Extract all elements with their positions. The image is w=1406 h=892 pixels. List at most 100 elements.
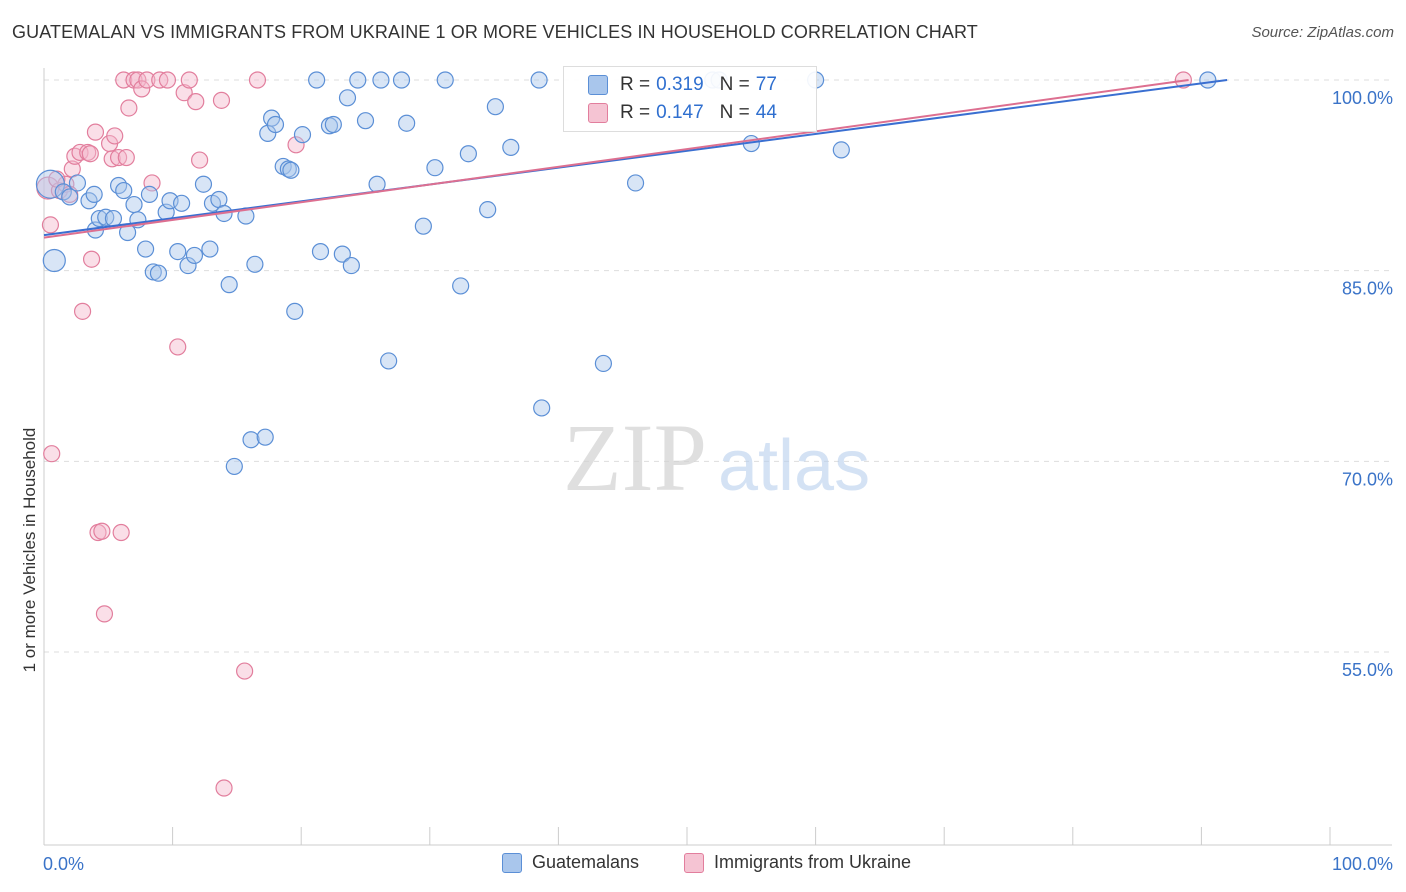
trend-lines: [43, 79, 1228, 239]
guatemalan-point: [530, 71, 548, 89]
guatemalan-point: [149, 264, 168, 282]
ukraine-point: [215, 779, 233, 797]
guatemalan-point: [286, 302, 304, 320]
guatemalan-point: [398, 114, 416, 132]
y-tick-label: 100.0%: [1332, 88, 1393, 108]
guatemalan-point: [333, 245, 351, 263]
stats-row-guatemalans: R = 0.319 N = 77: [588, 74, 777, 96]
ukraine-point: [169, 338, 187, 356]
x-tick-label: 100.0%: [1332, 854, 1393, 874]
guatemalan-point: [1199, 71, 1217, 89]
ukraine-point: [43, 445, 61, 463]
guatemalan-point: [342, 256, 360, 275]
ukraine-point: [120, 99, 138, 117]
guatemalan-point: [626, 174, 645, 192]
guatemalans-legend-icon: [502, 852, 522, 873]
x-tick-label: 0.0%: [43, 854, 84, 874]
guatemalan-point: [173, 194, 191, 212]
guatemalan-point: [308, 71, 326, 89]
guatemalan-point: [392, 71, 411, 89]
legend-item-ukraine[interactable]: Immigrants from Ukraine: [684, 852, 911, 873]
guatemalan-point: [324, 115, 342, 134]
guatemalan-point: [266, 115, 285, 134]
chart-title: GUATEMALAN VS IMMIGRANTS FROM UKRAINE 1 …: [12, 22, 978, 42]
ukraine-point: [138, 71, 156, 89]
ukraine-point: [106, 127, 124, 145]
guatemalan-point: [452, 277, 470, 295]
guatemalan-point: [242, 431, 260, 449]
watermark: ZIP atlas: [563, 404, 870, 511]
r-label: R =: [620, 102, 651, 123]
guatemalan-point: [125, 195, 143, 214]
guatemalan-point: [349, 71, 367, 89]
ukraine-point: [212, 91, 231, 109]
guatemalan-point: [194, 175, 213, 193]
ukraine-point: [248, 71, 267, 89]
guatemalan-point: [42, 248, 66, 273]
bottom-legend: Guatemalans Immigrants from Ukraine: [0, 850, 1406, 880]
ukraine-point: [41, 216, 60, 234]
x-tick-labels: 0.0% 100.0%: [43, 854, 1393, 874]
guatemalan-point: [533, 399, 551, 417]
ukraine-point: [117, 148, 135, 167]
guatemalan-point: [220, 276, 238, 294]
guatemalan-trend-line: [43, 79, 1228, 237]
ukraine-point: [129, 71, 147, 89]
guatemalan-point: [90, 209, 108, 228]
guatemalan-point: [85, 185, 103, 203]
guatemalan-point: [104, 209, 123, 228]
guatemalan-point: [436, 71, 454, 89]
ukraine-n-value: 44: [755, 102, 777, 123]
y-tick-labels: 100.0% 85.0% 70.0% 55.0%: [1332, 88, 1393, 680]
ukraine-point: [180, 71, 198, 89]
guatemalan-point: [185, 246, 204, 265]
guatemalan-point: [169, 243, 187, 261]
ukraine-point: [93, 522, 111, 540]
guatemalans-r-value: 0.319: [656, 74, 704, 95]
guatemalan-point: [140, 185, 159, 203]
ukraine-point: [81, 145, 99, 163]
legend-item-guatemalans[interactable]: Guatemalans: [502, 852, 639, 873]
watermark-zip: ZIP: [563, 404, 707, 511]
guatemalan-point: [356, 112, 375, 130]
guatemalan-point: [486, 98, 504, 116]
guatemalan-point: [68, 174, 87, 192]
guatemalan-point: [115, 181, 133, 200]
guatemalan-point: [502, 138, 520, 156]
guatemalan-point: [225, 457, 243, 476]
ukraine-point: [191, 151, 209, 169]
guatemalan-point: [136, 240, 155, 258]
legend-label-guatemalans: Guatemalans: [532, 852, 640, 872]
guatemalans-n-value: 77: [755, 74, 777, 95]
watermark-atlas: atlas: [718, 426, 870, 506]
ukraine-point: [95, 605, 114, 623]
ukraine-point: [86, 123, 105, 141]
n-label: N =: [719, 102, 750, 123]
y-tick-label: 70.0%: [1342, 469, 1393, 489]
guatemalan-point: [311, 243, 330, 261]
ukraine-legend-icon: [684, 852, 704, 873]
guatemalans-swatch-icon: [588, 75, 608, 95]
ukraine-r-value: 0.147: [656, 102, 704, 123]
guatemalan-point: [109, 176, 128, 195]
ukraine-point: [187, 93, 205, 111]
guatemalan-point: [459, 145, 477, 163]
guatemalan-point: [293, 126, 312, 144]
n-label: N =: [719, 74, 750, 95]
guatemalan-point: [832, 141, 850, 159]
ukraine-points: [36, 71, 1192, 797]
ukraine-point: [133, 80, 151, 98]
r-label: R =: [620, 74, 651, 95]
ukraine-point: [73, 302, 92, 320]
ukraine-point: [175, 84, 193, 102]
stats-row-ukraine: R = 0.147 N = 44: [588, 102, 777, 124]
guatemalan-point: [479, 201, 497, 219]
ukraine-point: [112, 523, 130, 542]
guatemalan-point: [282, 161, 300, 179]
guatemalan-point: [201, 240, 219, 258]
guatemalan-point: [594, 354, 613, 373]
guatemalan-point: [256, 428, 274, 446]
guatemalan-point: [179, 256, 197, 275]
guatemalan-point: [61, 188, 79, 206]
